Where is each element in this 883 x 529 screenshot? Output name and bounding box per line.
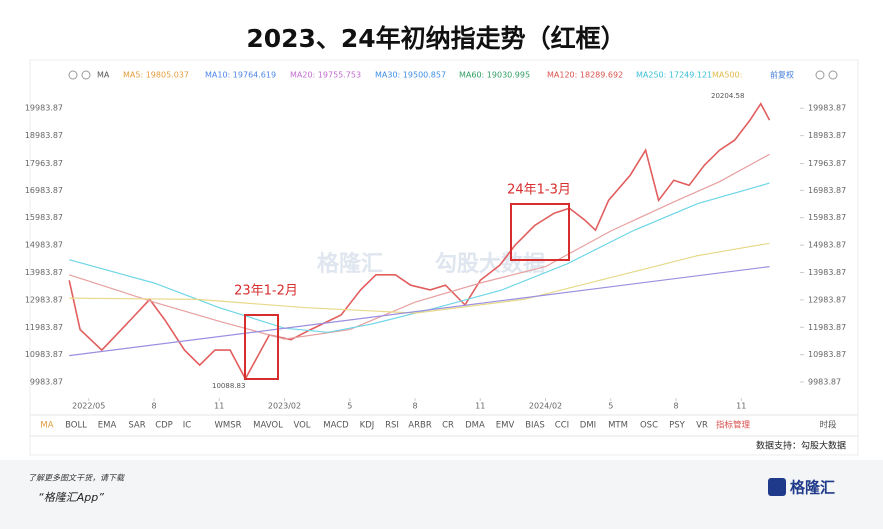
y-tick-label: 16983.87 — [25, 186, 63, 195]
x-tick-label: 2023/02 — [268, 402, 301, 411]
toolbar-item: MA5: 19805.037 — [123, 71, 189, 80]
footer-logo: 格隆汇 — [790, 479, 835, 497]
x-tick-label: 5 — [608, 402, 613, 411]
footer-note: 了解更多图文干货，请下载 — [28, 474, 125, 483]
ma-line — [69, 242, 770, 314]
indicator-tab[interactable]: BOLL — [65, 421, 87, 431]
y-tick-label: 14983.87 — [25, 241, 63, 250]
y-tick-label: 10983.87 — [25, 350, 63, 359]
highlight-box — [244, 314, 279, 380]
y-tick-label: 19983.87 — [25, 104, 63, 113]
y-tick-label: 12983.87 — [808, 295, 846, 304]
indicator-tab[interactable]: VOL — [293, 421, 310, 431]
indicator-tab[interactable]: CDP — [155, 421, 173, 431]
indicator-tab[interactable]: MTM — [608, 421, 628, 431]
ma-line — [69, 182, 770, 333]
icon — [81, 70, 91, 80]
y-tick-label: 14983.87 — [808, 241, 846, 250]
indicator-tab[interactable]: EMV — [496, 421, 515, 431]
toolbar-item: MA120: 18289.692 — [547, 71, 623, 80]
icon — [68, 70, 78, 80]
indicator-tab[interactable]: DMA — [465, 421, 485, 431]
x-tick-label: 11 — [475, 402, 485, 411]
y-tick-label: 19983.87 — [808, 104, 846, 113]
annotation: 20204.58 — [711, 92, 744, 100]
y-tick-label: 11983.87 — [25, 323, 63, 332]
logo-icon — [768, 478, 786, 496]
indicator-tab[interactable]: OSC — [640, 421, 658, 431]
source: 数据支持：勾股大数据 — [756, 440, 846, 452]
watermark: 格隆汇 — [317, 251, 383, 277]
indicator-tab[interactable]: IC — [183, 421, 192, 431]
indicator-tab[interactable]: WMSR — [214, 421, 241, 431]
indicator-tab[interactable]: MA — [40, 421, 53, 431]
y-tick-label: 15983.87 — [808, 213, 846, 222]
annotation: 24年1-3月 — [507, 183, 571, 198]
y-tick-label: 17963.87 — [25, 159, 63, 168]
y-tick-label: 15983.87 — [25, 213, 63, 222]
toolbar-item: MA20: 19755.753 — [290, 71, 361, 80]
y-tick-label: 12983.87 — [25, 295, 63, 304]
y-tick-label: 9983.87 — [30, 378, 63, 387]
toolbar-item: MA — [97, 71, 110, 80]
x-tick-label: 2022/05 — [72, 402, 105, 411]
indicator-tab[interactable]: KDJ — [360, 421, 375, 431]
x-tick-label: 8 — [412, 402, 417, 411]
indicator-tab[interactable]: DMI — [580, 421, 596, 431]
ma-line — [69, 153, 770, 340]
indicator-tab[interactable]: VR — [696, 421, 708, 431]
highlight-box — [510, 203, 570, 261]
toolbar-item: 前复权 — [770, 70, 794, 80]
indicator-tab[interactable]: EMA — [98, 421, 117, 431]
annotation: 23年1-2月 — [234, 284, 298, 299]
y-tick-label: 16983.87 — [808, 186, 846, 195]
indicator-tab[interactable]: CCI — [555, 421, 569, 431]
footer-app: “格隆汇App” — [38, 491, 104, 504]
toolbar-item: MA60: 19030.995 — [459, 71, 530, 80]
y-tick-label: 10983.87 — [808, 350, 846, 359]
y-tick-label: 18983.87 — [25, 131, 63, 140]
x-tick-label: 11 — [736, 402, 746, 411]
y-tick-label: 13983.87 — [808, 268, 846, 277]
panel — [29, 59, 859, 456]
indicator-tab[interactable]: 指标管理 — [716, 420, 751, 431]
ma-line — [69, 266, 770, 357]
y-tick-label: 13983.87 — [25, 268, 63, 277]
indicator-tab[interactable]: CR — [442, 421, 454, 431]
y-tick-label: 17963.87 — [808, 159, 846, 168]
toolbar-item: MA250: 17249.121 — [636, 71, 712, 80]
toolbar-item: MA30: 19500.857 — [375, 71, 446, 80]
indicator-tab[interactable]: 时段 — [819, 420, 837, 431]
annotation: 10088.83 — [212, 382, 245, 390]
icon — [828, 70, 838, 80]
x-tick-label: 11 — [214, 402, 224, 411]
indicator-tab[interactable]: MACD — [323, 421, 349, 431]
footer-band — [0, 460, 883, 529]
indicator-tab[interactable]: MAVOL — [253, 421, 283, 431]
x-tick-label: 8 — [673, 402, 678, 411]
indicator-tab[interactable]: PSY — [669, 421, 686, 431]
x-tick-label: 2024/02 — [529, 402, 562, 411]
y-tick-label: 18983.87 — [808, 131, 846, 140]
x-tick-label: 8 — [151, 402, 156, 411]
toolbar-item: MA500: — [712, 71, 742, 80]
chart-title: 2023、24年初纳指走势（红框） — [246, 24, 625, 53]
indicator-tab[interactable]: BIAS — [525, 421, 545, 431]
icon — [815, 70, 825, 80]
toolbar-icons — [68, 70, 838, 80]
y-tick-label: 9983.87 — [808, 378, 841, 387]
indicator-tab[interactable]: ARBR — [408, 421, 432, 431]
price-line — [68, 102, 771, 381]
indicator-tab[interactable]: SAR — [128, 421, 145, 431]
y-tick-label: 11983.87 — [808, 323, 846, 332]
x-tick-label: 5 — [347, 402, 352, 411]
indicator-tab[interactable]: RSI — [385, 421, 399, 431]
toolbar-item: MA10: 19764.619 — [205, 71, 276, 80]
